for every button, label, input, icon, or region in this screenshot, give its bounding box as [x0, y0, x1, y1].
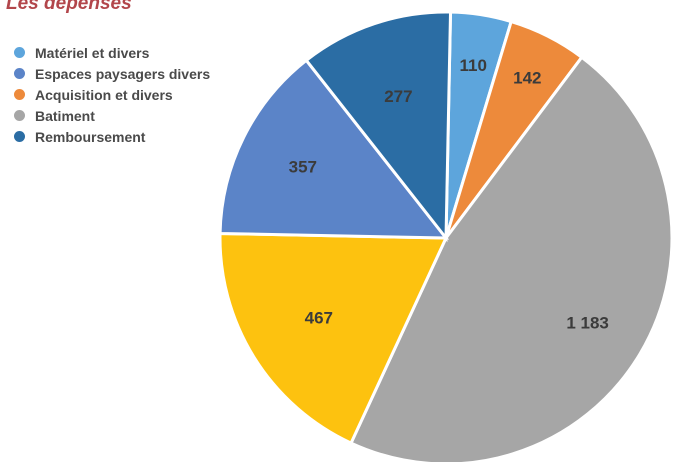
- slice-value-label: 467: [305, 309, 333, 328]
- pie-slice: [304, 10, 453, 243]
- legend-item-batiment: Batiment: [14, 105, 210, 126]
- pie-slice: [218, 58, 450, 240]
- legend-swatch: [14, 47, 25, 58]
- legend-swatch: [14, 68, 25, 79]
- legend-item-acquisition: Acquisition et divers: [14, 84, 210, 105]
- legend-item-espaces: Espaces paysagers divers: [14, 63, 210, 84]
- chart-title: Les dépenses: [6, 0, 132, 14]
- legend-label: Matériel et divers: [35, 44, 150, 61]
- legend-label: Acquisition et divers: [35, 86, 173, 103]
- legend-label: Remboursement: [35, 128, 146, 145]
- legend-item-remboursement: Remboursement: [14, 126, 210, 147]
- legend-label: Batiment: [35, 107, 95, 124]
- slice-value-label: 357: [289, 158, 317, 177]
- slice-value-label: 1 183: [566, 314, 609, 333]
- pie-slice: [349, 55, 674, 462]
- slice-value-label: 110: [459, 56, 486, 75]
- legend: Matériel et divers Espaces paysagers div…: [14, 42, 210, 147]
- slice-value-label: 277: [384, 87, 412, 106]
- legend-swatch: [14, 110, 25, 121]
- slice-value-label: 142: [513, 68, 541, 87]
- legend-swatch: [14, 89, 25, 100]
- legend-swatch: [14, 131, 25, 142]
- legend-item-materiel: Matériel et divers: [14, 42, 210, 63]
- pie-slice: [218, 231, 449, 446]
- legend-label: Espaces paysagers divers: [35, 65, 211, 82]
